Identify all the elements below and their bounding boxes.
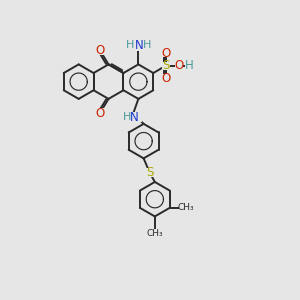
Bar bbox=[148, 229, 161, 238]
Text: O: O bbox=[175, 59, 184, 72]
Text: H: H bbox=[122, 112, 131, 122]
Bar bbox=[121, 112, 142, 122]
Text: CH₃: CH₃ bbox=[177, 203, 194, 212]
Text: S: S bbox=[146, 166, 153, 179]
Text: H: H bbox=[142, 40, 151, 50]
Text: CH₃: CH₃ bbox=[146, 229, 163, 238]
Text: H: H bbox=[126, 40, 134, 50]
Bar bbox=[162, 49, 170, 58]
Bar bbox=[126, 39, 151, 51]
Text: N: N bbox=[135, 39, 143, 52]
Text: S: S bbox=[162, 59, 169, 72]
Text: O: O bbox=[161, 72, 170, 85]
Text: N: N bbox=[130, 111, 139, 124]
Text: O: O bbox=[95, 106, 104, 119]
Bar bbox=[95, 45, 105, 55]
Text: O: O bbox=[95, 44, 104, 57]
Bar bbox=[185, 61, 194, 70]
Bar bbox=[95, 108, 105, 118]
Bar bbox=[162, 61, 170, 70]
Bar bbox=[146, 168, 154, 177]
Bar bbox=[162, 74, 170, 82]
Text: O: O bbox=[161, 47, 170, 60]
Text: H: H bbox=[185, 59, 194, 72]
Bar bbox=[179, 203, 192, 213]
Bar bbox=[175, 61, 183, 70]
